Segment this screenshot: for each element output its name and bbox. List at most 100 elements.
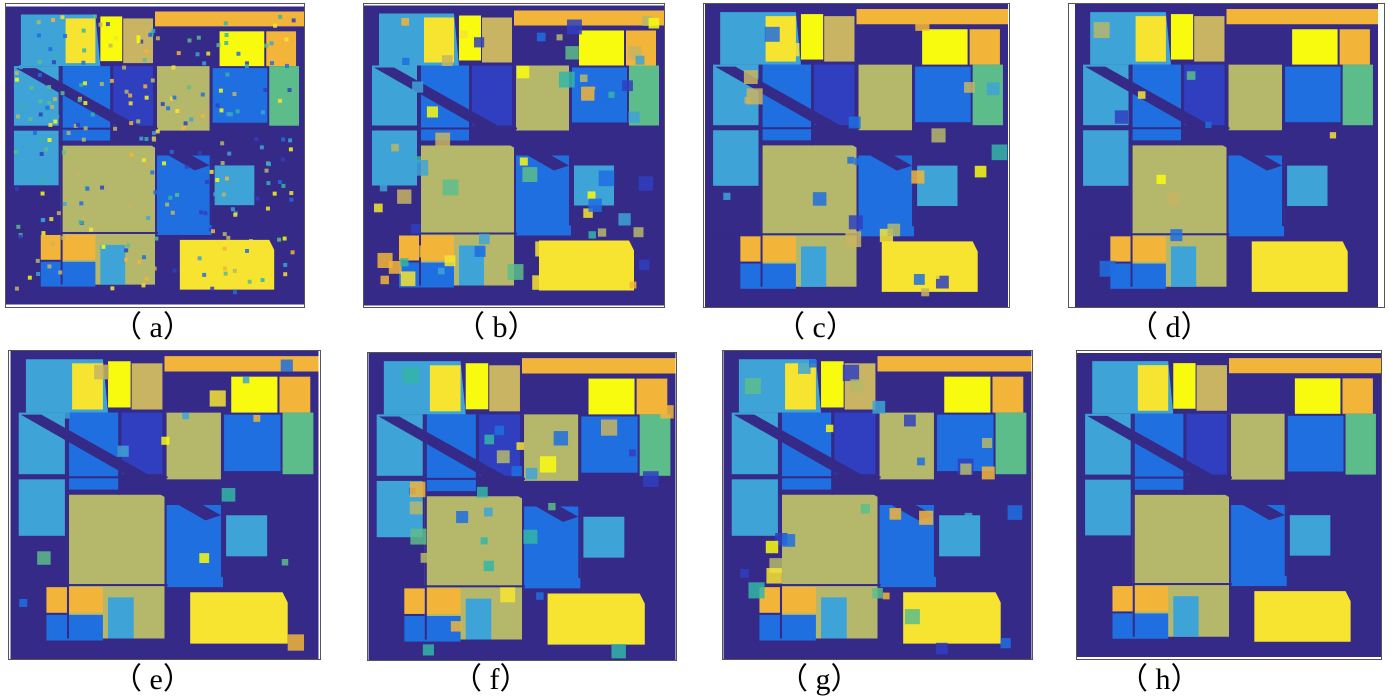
speckle	[136, 35, 141, 40]
speckle	[16, 224, 21, 229]
field-region	[46, 587, 103, 613]
speckle	[277, 237, 282, 242]
speckle	[149, 92, 154, 97]
speckle	[62, 201, 67, 206]
speckle	[581, 86, 596, 101]
field-border	[1085, 476, 1233, 479]
speckle	[144, 276, 149, 281]
speckle	[516, 442, 525, 450]
speckle	[848, 116, 861, 129]
speckle	[200, 92, 205, 97]
diagonal-road	[1085, 66, 1283, 171]
field-region	[1085, 479, 1131, 536]
speckle	[263, 88, 268, 93]
speckle	[38, 99, 43, 104]
speckle	[19, 65, 23, 70]
field-region	[1228, 155, 1285, 237]
speckle	[128, 93, 133, 98]
field-region	[164, 356, 319, 372]
speckle	[266, 181, 271, 186]
speckle	[219, 108, 224, 113]
field-border	[731, 476, 881, 479]
speckle	[422, 644, 434, 656]
speckle	[221, 487, 236, 502]
speckle	[244, 248, 249, 253]
field-border	[18, 476, 168, 479]
field-region	[1251, 241, 1348, 292]
speckle	[228, 112, 233, 117]
speckle	[289, 197, 294, 202]
speckle	[215, 178, 220, 183]
speckle	[982, 437, 993, 449]
field-region	[856, 9, 1008, 25]
speckle	[150, 78, 155, 83]
field-region	[1345, 413, 1376, 475]
speckle	[1099, 260, 1116, 277]
speckle	[215, 103, 220, 108]
speckle	[273, 23, 278, 28]
speckle	[594, 89, 610, 105]
field-region	[100, 244, 126, 285]
speckle	[523, 529, 538, 544]
speckle	[37, 72, 42, 77]
speckle	[232, 290, 237, 295]
speckle	[283, 272, 288, 277]
field-region	[821, 361, 844, 408]
diagonal-road	[1087, 415, 1285, 521]
speckle	[61, 410, 70, 419]
speckle	[960, 463, 972, 475]
field-border	[578, 414, 581, 579]
speckle	[169, 149, 174, 154]
field-region	[1173, 596, 1199, 637]
speckle	[588, 198, 602, 212]
speckle	[129, 152, 134, 157]
speckle	[740, 568, 749, 578]
speckle	[519, 157, 528, 166]
speckle	[536, 592, 544, 600]
classification-map-c	[703, 3, 1010, 308]
field-region	[108, 361, 131, 408]
map-panel-d	[1068, 3, 1385, 308]
speckle	[172, 268, 177, 273]
speckle	[195, 52, 200, 57]
field-region	[282, 412, 314, 475]
speckle	[95, 210, 100, 215]
speckle	[964, 512, 973, 521]
speckle	[601, 419, 618, 436]
speckle	[129, 263, 134, 268]
speckle	[77, 171, 81, 176]
speckle	[85, 186, 90, 191]
field-region	[269, 66, 300, 126]
speckle	[197, 256, 202, 261]
speckle	[224, 41, 229, 46]
field-border	[1083, 127, 1230, 130]
speckle	[244, 61, 249, 66]
speckle	[842, 364, 860, 382]
speckle	[374, 203, 383, 213]
speckle	[60, 15, 65, 20]
speckle	[280, 157, 285, 162]
field-region	[731, 479, 778, 536]
speckle	[379, 184, 388, 192]
speckle	[218, 88, 223, 93]
speckle	[170, 96, 175, 101]
speckle	[435, 132, 451, 148]
speckle	[175, 192, 180, 197]
field-region	[1170, 14, 1194, 60]
speckle	[92, 14, 97, 19]
speckle	[213, 192, 218, 197]
speckle	[267, 162, 272, 167]
field-border	[424, 414, 427, 640]
speckle	[809, 359, 817, 368]
field-region	[372, 130, 417, 186]
speckle	[124, 89, 129, 94]
speckle	[226, 112, 231, 117]
speckle	[437, 267, 445, 275]
speckle	[141, 255, 146, 260]
speckle	[277, 180, 282, 185]
speckle	[556, 34, 563, 41]
speckle	[56, 211, 61, 216]
speckle	[18, 234, 23, 239]
speckle	[919, 510, 934, 525]
speckle	[288, 147, 293, 152]
